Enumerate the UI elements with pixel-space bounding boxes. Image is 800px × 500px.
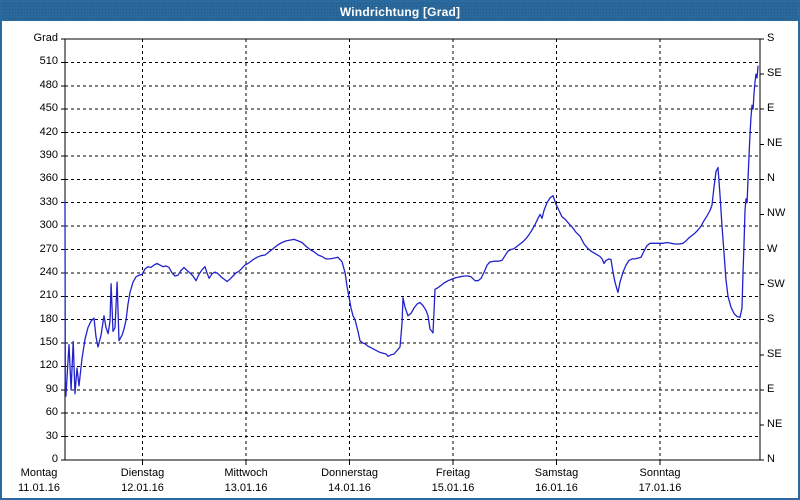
y-axis-label-left: 0 <box>51 453 58 465</box>
y-axis-label-right: E <box>767 102 775 115</box>
y-axis-label-right: SW <box>767 277 785 290</box>
y-axis-label-left: 360 <box>39 172 58 185</box>
chart-canvas: Grad 0 30 60 90 120 150 180 210 240 270 300 330 360 39… <box>2 21 798 498</box>
y-axis-label-left: 30 <box>45 429 58 442</box>
x-axis-date-label: 16.01.16 <box>535 482 578 494</box>
y-axis-label-left: 270 <box>39 242 58 255</box>
x-axis-date-label: 14.01.16 <box>328 482 371 494</box>
wind-direction-plot <box>61 38 764 465</box>
y-axis-label-left: 420 <box>39 125 58 138</box>
y-axis-label-left: 390 <box>39 148 58 161</box>
x-axis-day-label: Donnerstag <box>321 467 378 479</box>
y-axis-label-left: 480 <box>39 78 58 91</box>
y-axis-label-right: W <box>767 242 778 255</box>
x-axis-date-label: 11.01.16 <box>18 482 61 494</box>
y-axis-label-left: 330 <box>39 195 58 208</box>
x-axis-date-label: 13.01.16 <box>224 482 268 494</box>
y-axis-label-right: S <box>767 312 775 325</box>
x-axis-day-label: Dienstag <box>120 467 165 479</box>
y-axis-label-right: NW <box>767 207 786 220</box>
window-title: Windrichtung [Grad] <box>339 4 461 19</box>
y-axis-label-right: E <box>767 382 775 395</box>
y-axis-label-left: 150 <box>39 336 58 349</box>
x-axis-day-label: Samstag <box>534 467 579 479</box>
y-axis-label-left: 60 <box>45 406 58 419</box>
y-axis-label-right: S <box>767 32 775 44</box>
y-axis-label-right: NE <box>767 417 783 430</box>
y-axis-label-left: 300 <box>39 219 58 232</box>
y-axis-label-right: SE <box>767 67 782 80</box>
y-axis-label-right: SE <box>767 347 782 360</box>
x-axis-day-label: Sonntag <box>639 467 681 479</box>
y-axis-label-left: 120 <box>39 359 58 372</box>
y-axis-label-left: 210 <box>39 289 58 302</box>
wind-direction-line <box>64 65 759 397</box>
x-axis-day-label: Montag <box>20 467 58 479</box>
y-axis-label-right: NE <box>767 137 783 150</box>
x-axis-date-label: 15.01.16 <box>431 482 475 494</box>
y-axis-label-right: N <box>767 453 775 465</box>
y-axis-label-right: N <box>767 172 775 185</box>
y-axis-label-left: 90 <box>45 382 58 395</box>
x-axis-date-label: 17.01.16 <box>638 482 682 494</box>
x-axis-day-label: Freitag <box>435 467 471 479</box>
x-axis-day-label: Mittwoch <box>224 467 268 479</box>
y-axis-label-left: 240 <box>39 265 58 278</box>
y-axis-unit-label: Grad <box>33 32 58 44</box>
y-axis-label-left: 510 <box>39 55 58 68</box>
y-axis-label-left: 180 <box>39 312 58 325</box>
x-axis-date-label: 12.01.16 <box>121 482 164 494</box>
y-axis-label-left: 450 <box>39 102 58 115</box>
title-bar: Windrichtung [Grad] <box>2 2 798 21</box>
